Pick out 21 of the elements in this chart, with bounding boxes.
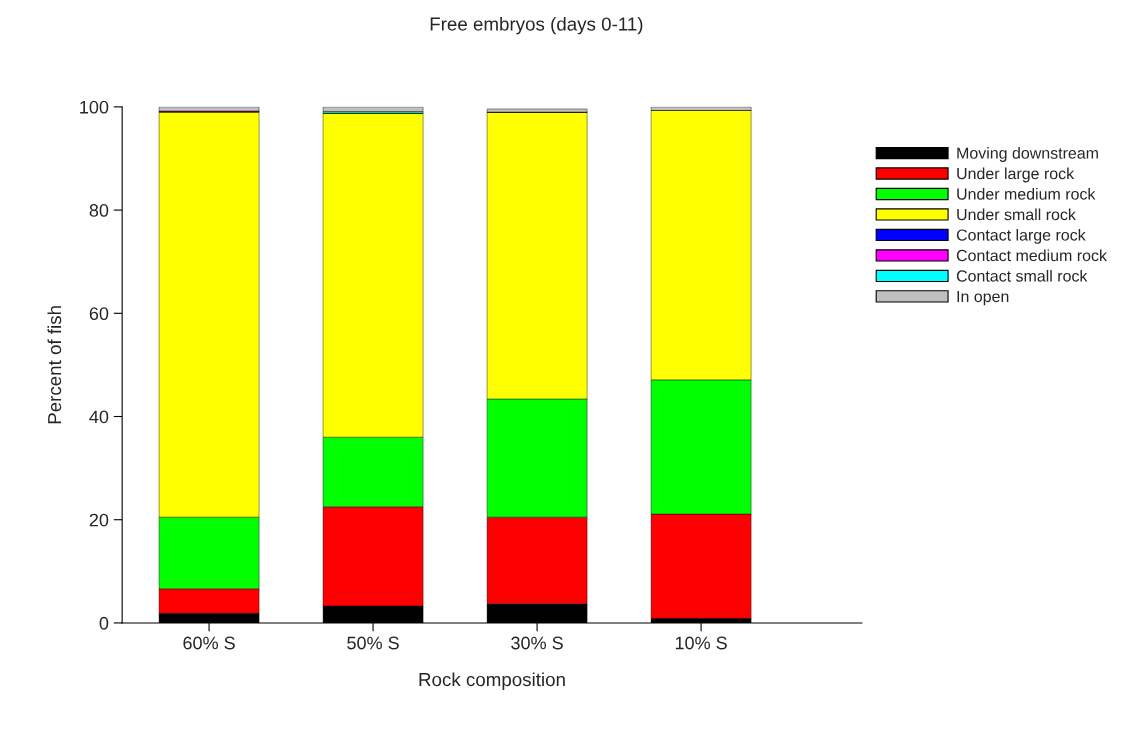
legend-label: Moving downstream — [957, 147, 1098, 162]
y-axis-title: Percent of fish — [47, 306, 62, 424]
y-tick-label: 40 — [89, 410, 109, 424]
legend-label: Under large rock — [957, 167, 1075, 183]
x-tick-label: 30% S — [511, 636, 563, 650]
y-tick-label: 0 — [99, 616, 109, 630]
legend-label: Under small rock — [957, 208, 1076, 221]
y-tick-label: 20 — [89, 513, 109, 527]
x-axis-title: Rock composition — [419, 672, 565, 690]
legend-label: Under medium rock — [957, 188, 1096, 200]
x-tick-label: 10% S — [675, 636, 727, 650]
x-tick-label: 50% S — [347, 636, 399, 650]
legend-label: In open — [957, 290, 1009, 306]
legend-label: Contact large rock — [956, 228, 1086, 244]
y-tick-label: 100 — [80, 100, 109, 114]
legend-label: Contact medium rock — [956, 249, 1107, 262]
y-tick-label: 60 — [89, 307, 109, 321]
chart-title: Free embryos (days 0-11) — [430, 16, 643, 35]
x-tick-label: 60% S — [183, 636, 235, 650]
y-tick-label: 80 — [89, 204, 109, 217]
legend-label: Contact small rock — [956, 269, 1088, 282]
